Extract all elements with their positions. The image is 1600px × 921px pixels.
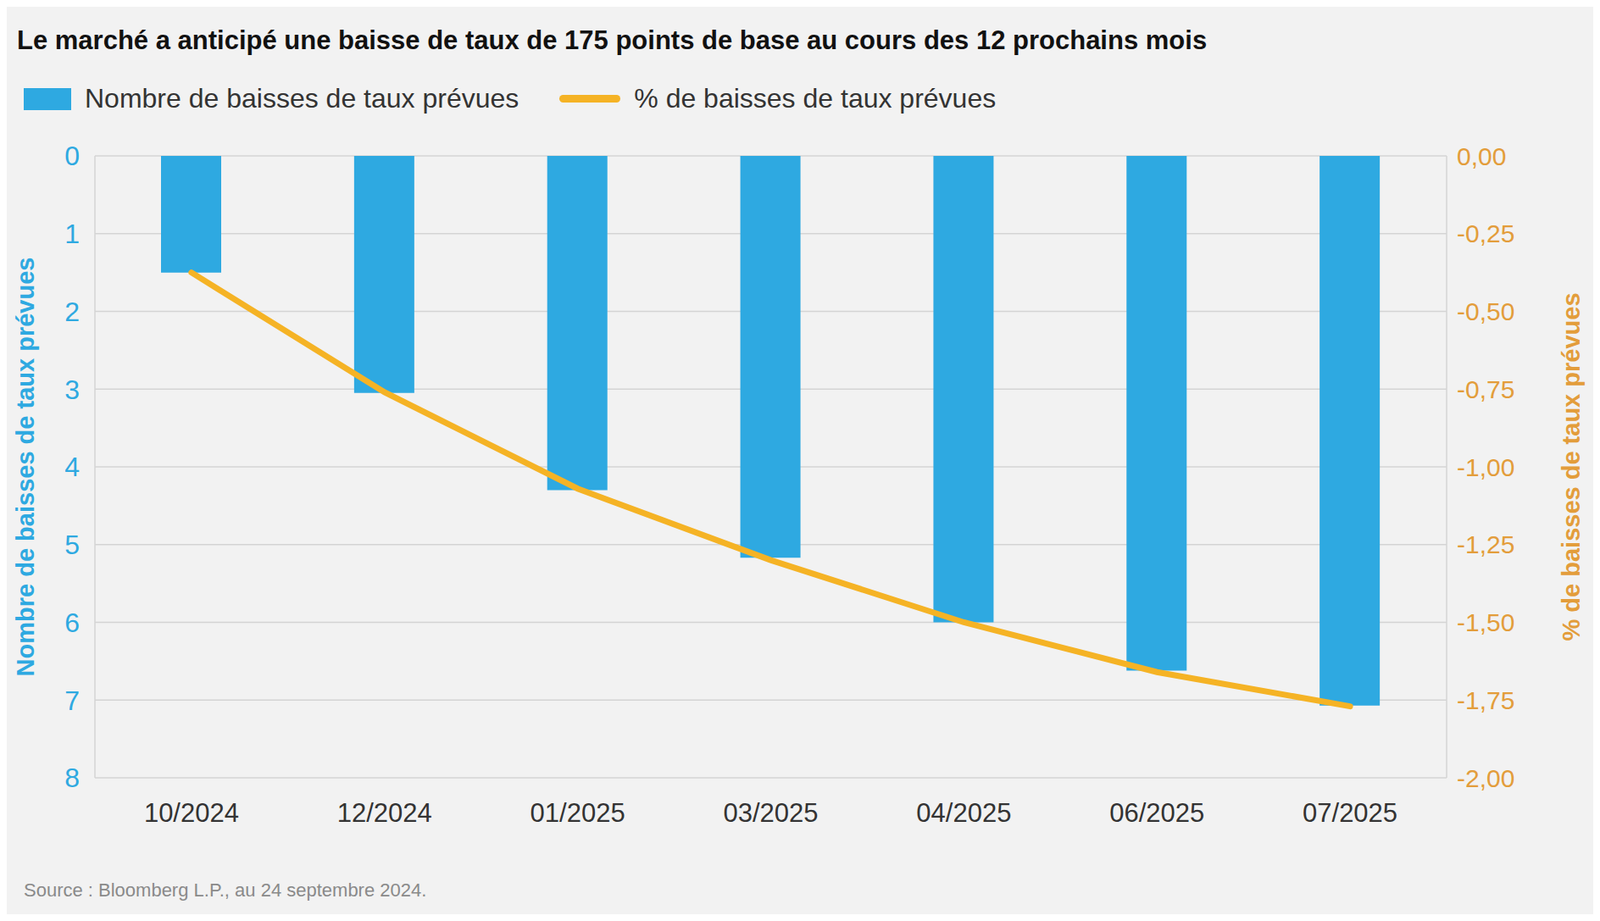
svg-text:04/2025: 04/2025: [916, 798, 1012, 828]
html-text:Le marché a anticipé une baiss: Le marché a anticipé une baisse de taux …: [16, 25, 1207, 56]
svg-text:-1,75: -1,75: [1456, 686, 1515, 715]
svg-text:% de baisses de taux prévues: % de baisses de taux prévues: [1557, 292, 1585, 641]
svg-text:-0,75: -0,75: [1456, 375, 1515, 404]
svg-text:7: 7: [64, 685, 80, 717]
svg-text:1: 1: [64, 218, 80, 250]
svg-text:0,00: 0,00: [1456, 142, 1506, 171]
svg-text:01/2025: 01/2025: [530, 798, 626, 828]
svg-text:4: 4: [64, 451, 80, 483]
svg-text:-1,25: -1,25: [1456, 530, 1515, 559]
svg-text:-1,50: -1,50: [1456, 608, 1515, 637]
html-text:Source : Bloomberg L.P., au 24: Source : Bloomberg L.P., au 24 septembre…: [23, 879, 427, 901]
svg-text:-0,25: -0,25: [1456, 219, 1515, 248]
svg-text:03/2025: 03/2025: [722, 798, 818, 828]
svg-text:6: 6: [64, 607, 80, 639]
svg-text:-0,50: -0,50: [1456, 297, 1515, 326]
svg-text:Nombre de baisses de taux prév: Nombre de baisses de taux prévues: [11, 257, 39, 678]
svg-text:2: 2: [64, 296, 80, 328]
svg-text:12/2024: 12/2024: [337, 798, 433, 828]
svg-text:-2,00: -2,00: [1456, 764, 1515, 793]
svg-text:10/2024: 10/2024: [144, 798, 239, 828]
svg-text:8: 8: [64, 762, 80, 794]
svg-text:-1,00: -1,00: [1456, 453, 1515, 482]
svg-text:0: 0: [64, 140, 80, 172]
svg-text:07/2025: 07/2025: [1302, 798, 1398, 828]
svg-text:06/2025: 06/2025: [1109, 798, 1205, 828]
svg-text:3: 3: [64, 374, 80, 406]
html-text:% de baisses de taux prévues: % de baisses de taux prévues: [634, 83, 996, 114]
svg-text:5: 5: [64, 529, 80, 561]
html-text:Nombre de baisses de taux prév: Nombre de baisses de taux prévues: [84, 83, 519, 114]
